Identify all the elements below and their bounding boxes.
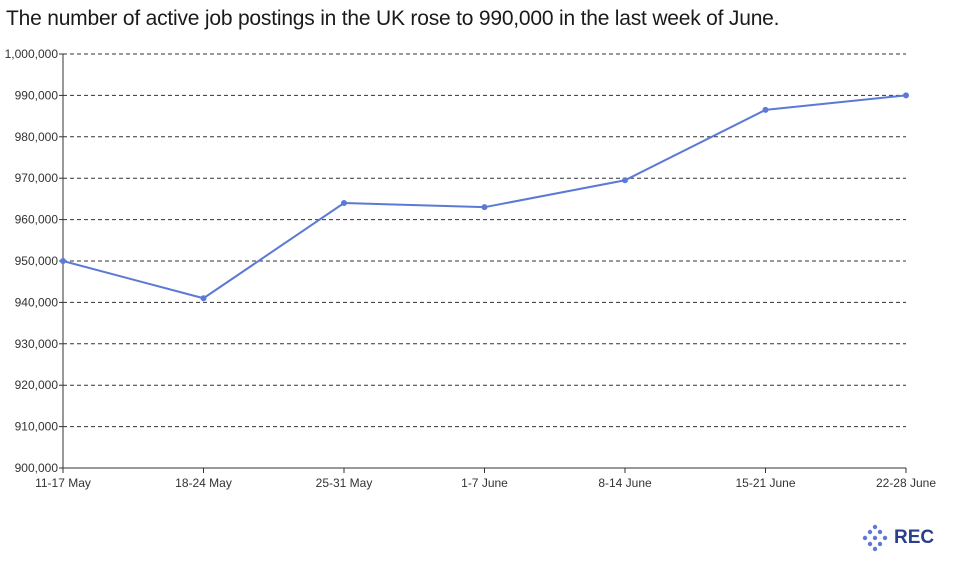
y-tick-label: 970,000	[15, 171, 59, 185]
y-tick-label: 990,000	[15, 88, 59, 102]
y-tick-label: 950,000	[15, 254, 59, 268]
x-tick-label: 8-14 June	[598, 476, 652, 490]
y-tick-label: 930,000	[15, 337, 59, 351]
y-tick-label: 980,000	[15, 130, 59, 144]
x-tick-label: 15-21 June	[735, 476, 795, 490]
x-tick-label: 11-17 May	[35, 476, 91, 490]
rec-logo: REC	[862, 524, 934, 552]
data-points	[60, 92, 909, 302]
data-point[interactable]	[60, 258, 66, 264]
y-axis: 900,000 910,000 920,000 930,000 940,000 950,0…	[5, 47, 64, 475]
x-tick-label: 1-7 June	[461, 476, 508, 490]
y-tick-label: 920,000	[15, 378, 59, 392]
data-point[interactable]	[341, 200, 347, 207]
series-line	[62, 94, 907, 300]
x-tick-label: 22-28 June	[876, 476, 936, 490]
data-point[interactable]	[481, 204, 488, 211]
rec-logo-icon	[862, 524, 888, 552]
y-tick-label: 900,000	[15, 461, 59, 475]
y-tick-label: 960,000	[15, 213, 59, 227]
y-tick-label: 910,000	[15, 420, 59, 434]
y-tick-label: 1,000,000	[5, 47, 59, 61]
data-point[interactable]	[622, 177, 628, 184]
data-point[interactable]	[200, 295, 207, 302]
x-tick-label: 18-24 May	[175, 476, 232, 490]
data-point[interactable]	[762, 106, 769, 113]
x-tick-label: 25-31 May	[316, 476, 373, 490]
gridlines	[63, 53, 906, 428]
y-tick-label: 940,000	[15, 295, 59, 309]
chart-title: The number of active job postings in the…	[6, 7, 780, 30]
x-axis: 11-17 May 18-24 May 25-31 May 1-7 June 8-14 …	[35, 467, 936, 490]
logo-text: REC	[894, 527, 935, 548]
data-point[interactable]	[903, 92, 909, 99]
